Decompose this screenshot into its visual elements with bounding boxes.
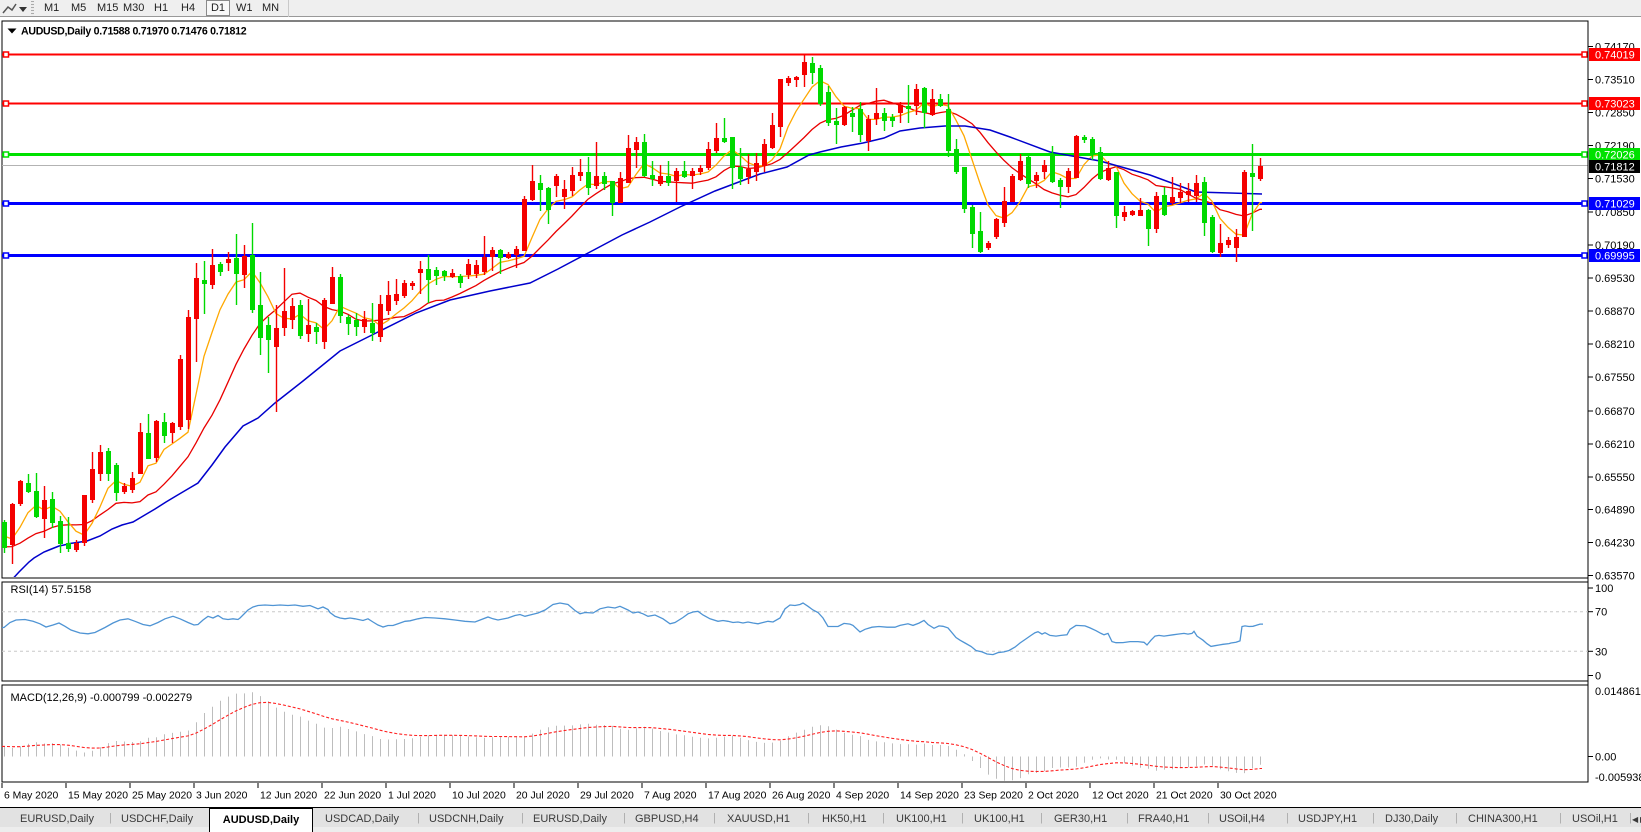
svg-text:23 Sep 2020: 23 Sep 2020 — [964, 791, 1023, 802]
svg-text:14 Sep 2020: 14 Sep 2020 — [900, 791, 959, 802]
svg-text:0.66210: 0.66210 — [1595, 439, 1635, 451]
svg-text:12 Oct 2020: 12 Oct 2020 — [1092, 791, 1149, 802]
svg-text:15 May 2020: 15 May 2020 — [68, 791, 128, 802]
svg-text:0.68870: 0.68870 — [1595, 306, 1635, 318]
svg-text:0.014861: 0.014861 — [1595, 686, 1641, 698]
svg-text:0.73510: 0.73510 — [1595, 74, 1635, 86]
svg-text:20 Jul 2020: 20 Jul 2020 — [516, 791, 570, 802]
svg-text:-0.005938: -0.005938 — [1595, 772, 1641, 784]
svg-text:MACD(12,26,9) -0.000799 -0.002: MACD(12,26,9) -0.000799 -0.002279 — [11, 692, 193, 704]
svg-text:2 Oct 2020: 2 Oct 2020 — [1028, 791, 1079, 802]
svg-text:29 Jul 2020: 29 Jul 2020 — [580, 791, 634, 802]
svg-text:0.70850: 0.70850 — [1595, 207, 1635, 219]
svg-text:0.71029: 0.71029 — [1595, 199, 1635, 211]
svg-text:0.72026: 0.72026 — [1595, 150, 1635, 162]
svg-text:3 Jun 2020: 3 Jun 2020 — [196, 791, 248, 802]
svg-text:0.67550: 0.67550 — [1595, 372, 1635, 384]
svg-text:1 Jul 2020: 1 Jul 2020 — [388, 791, 436, 802]
svg-text:70: 70 — [1595, 607, 1607, 619]
svg-text:0.74019: 0.74019 — [1595, 50, 1635, 62]
svg-text:RSI(14) 57.5158: RSI(14) 57.5158 — [11, 584, 92, 596]
svg-text:0.68210: 0.68210 — [1595, 339, 1635, 351]
svg-text:0.72850: 0.72850 — [1595, 107, 1635, 119]
svg-text:10 Jul 2020: 10 Jul 2020 — [452, 791, 506, 802]
svg-text:0.00: 0.00 — [1595, 752, 1616, 764]
svg-text:4 Sep 2020: 4 Sep 2020 — [836, 791, 889, 802]
svg-text:0.66870: 0.66870 — [1595, 406, 1635, 418]
svg-text:25 May 2020: 25 May 2020 — [132, 791, 192, 802]
svg-text:0.69995: 0.69995 — [1595, 251, 1635, 263]
svg-text:AUDUSD,Daily 0.71588 0.71970: AUDUSD,Daily 0.71588 0.71970 0.71476 0.7… — [21, 26, 247, 38]
svg-text:6 May 2020: 6 May 2020 — [4, 791, 59, 802]
svg-text:22 Jun 2020: 22 Jun 2020 — [324, 791, 381, 802]
svg-text:0.71812: 0.71812 — [1595, 162, 1635, 174]
svg-text:100: 100 — [1595, 583, 1613, 595]
svg-text:0.71530: 0.71530 — [1595, 173, 1635, 185]
svg-text:30: 30 — [1595, 646, 1607, 658]
svg-text:0.69530: 0.69530 — [1595, 273, 1635, 285]
svg-text:17 Aug 2020: 17 Aug 2020 — [708, 791, 767, 802]
svg-text:0: 0 — [1595, 671, 1601, 683]
svg-text:0.65550: 0.65550 — [1595, 472, 1635, 484]
svg-text:0.73023: 0.73023 — [1595, 99, 1635, 111]
svg-text:12 Jun 2020: 12 Jun 2020 — [260, 791, 317, 802]
svg-text:30 Oct 2020: 30 Oct 2020 — [1220, 791, 1277, 802]
svg-text:0.64230: 0.64230 — [1595, 538, 1635, 550]
svg-text:26 Aug 2020: 26 Aug 2020 — [772, 791, 831, 802]
svg-text:0.64890: 0.64890 — [1595, 505, 1635, 517]
svg-text:0.63570: 0.63570 — [1595, 571, 1635, 583]
svg-text:21 Oct 2020: 21 Oct 2020 — [1156, 791, 1213, 802]
svg-text:7 Aug 2020: 7 Aug 2020 — [644, 791, 697, 802]
